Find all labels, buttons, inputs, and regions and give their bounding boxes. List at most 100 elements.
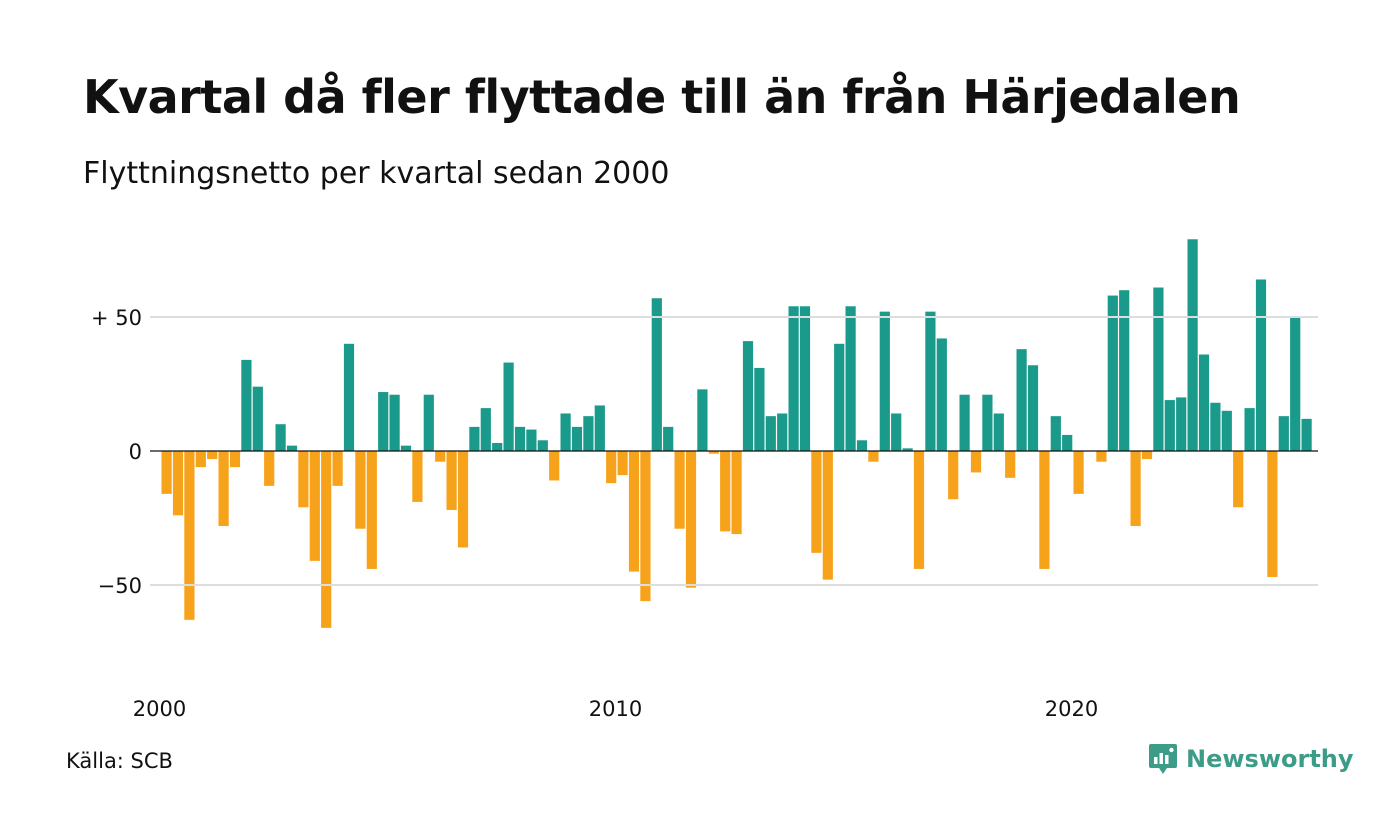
bar: [537, 440, 548, 451]
bar: [742, 341, 754, 451]
y-axis: + 50 0 −50: [91, 306, 142, 598]
bar: [583, 416, 594, 451]
bar: [777, 413, 788, 451]
bar: [1107, 295, 1118, 451]
bar: [1153, 287, 1164, 451]
bar: [514, 426, 526, 451]
bar: [594, 405, 605, 451]
bar: [708, 451, 719, 454]
chart-title: Kvartal då fler flyttade till än från Hä…: [83, 70, 1241, 124]
bar: [309, 451, 320, 561]
bar: [720, 451, 731, 532]
bar: [685, 451, 697, 588]
y-tick-label: + 50: [91, 306, 142, 330]
bar: [1050, 416, 1061, 451]
bar: [503, 362, 514, 451]
bar: [1130, 451, 1141, 527]
bar: [446, 451, 457, 510]
bar: [1141, 451, 1153, 460]
bar: [241, 359, 252, 451]
x-tick-label: 2000: [133, 697, 186, 721]
bar: [754, 367, 765, 451]
chart-subtitle: Flyttningsnetto per kvartal sedan 2000: [83, 156, 670, 191]
bar: [913, 451, 925, 569]
y-tick-label: −50: [98, 574, 142, 598]
bar: [286, 445, 298, 451]
bar: [731, 451, 742, 535]
bar: [172, 451, 184, 516]
bar: [1267, 451, 1278, 577]
bar: [1187, 239, 1198, 451]
bar: [606, 451, 617, 484]
bar: [788, 306, 799, 451]
bar: [1244, 408, 1255, 451]
bar: [492, 442, 503, 451]
bar: [1278, 416, 1289, 451]
bar: [549, 451, 560, 481]
bar: [640, 451, 651, 602]
bar: [765, 416, 776, 451]
bar: [1301, 418, 1312, 451]
bar: [663, 426, 674, 451]
source-note: Källa: SCB: [66, 749, 173, 773]
bar: [674, 451, 685, 529]
bar: [993, 413, 1004, 451]
bars: [161, 239, 1312, 628]
bar: [925, 311, 936, 451]
bar: [845, 306, 856, 451]
bar: [1164, 400, 1175, 451]
bar: [1096, 451, 1107, 462]
brand-name: Newsworthy: [1186, 745, 1354, 773]
bar: [1198, 354, 1210, 451]
bar: [184, 451, 195, 620]
bar: [1027, 365, 1039, 451]
bar: [982, 394, 993, 451]
bar: [1290, 317, 1301, 451]
bar: [252, 386, 263, 451]
bar: [697, 389, 708, 451]
bar: [1005, 451, 1016, 478]
bar: [628, 451, 640, 572]
bar: [435, 451, 446, 462]
bar: [1210, 402, 1221, 451]
bar: [1039, 451, 1050, 569]
bar: [412, 451, 423, 502]
x-tick-label: 2020: [1045, 697, 1098, 721]
bar: [948, 451, 959, 500]
x-tick-label: 2010: [589, 697, 642, 721]
brand-logo: Newsworthy: [1148, 742, 1354, 776]
bar: [560, 413, 571, 451]
bar: [799, 306, 811, 451]
bar: [834, 343, 845, 451]
bar: [936, 338, 947, 451]
bar: [366, 451, 377, 569]
bar: [902, 448, 913, 451]
bar: [343, 343, 355, 451]
bar: [526, 429, 537, 451]
newsworthy-logo-icon: [1149, 744, 1177, 774]
bar: [868, 451, 879, 462]
bar: [891, 413, 902, 451]
bar: [1073, 451, 1084, 494]
bar: [811, 451, 822, 553]
bar: [275, 424, 286, 451]
bar: [389, 394, 400, 451]
bar: [1062, 434, 1073, 451]
x-axis: 2000 2010 2020: [133, 697, 1098, 721]
bar: [1016, 349, 1027, 451]
bar: [571, 426, 583, 451]
bar: [1233, 451, 1244, 508]
bar: [207, 451, 218, 460]
bar: [457, 451, 469, 548]
bar: [822, 451, 833, 580]
bar: [298, 451, 309, 508]
grid-lines: [150, 316, 1318, 586]
bar: [321, 451, 332, 628]
bar: [1255, 279, 1267, 451]
bar: [469, 426, 480, 451]
bar: [195, 451, 206, 468]
bar: [264, 451, 275, 486]
bar: [423, 394, 434, 451]
bar: [355, 451, 366, 529]
